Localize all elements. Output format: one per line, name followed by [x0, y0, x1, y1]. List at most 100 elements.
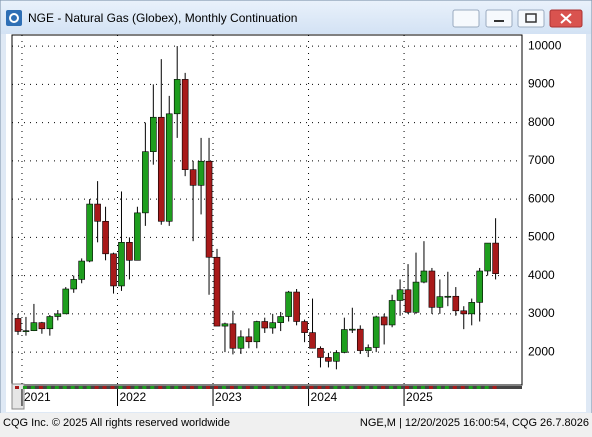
candle-body	[277, 316, 284, 323]
time-strip-segment	[476, 386, 481, 389]
time-strip-segment	[285, 386, 290, 389]
time-strip-segment	[397, 386, 402, 389]
time-strip-segment	[444, 386, 449, 389]
scroll-handle[interactable]	[11, 383, 25, 410]
time-strip-segment	[22, 386, 27, 389]
time-strip-segment	[30, 386, 35, 389]
time-strip-segment	[46, 386, 51, 389]
candle-body	[293, 291, 300, 322]
candle-body	[110, 253, 117, 287]
candle-body	[380, 316, 388, 326]
candle-body	[341, 329, 348, 353]
candle-body	[388, 300, 396, 326]
candle-body	[221, 323, 229, 327]
candle-body	[261, 321, 269, 329]
time-strip-segment	[261, 386, 266, 389]
time-strip-segment	[349, 386, 354, 389]
candle-body	[237, 336, 245, 349]
time-strip-segment	[245, 386, 250, 389]
time-strip	[12, 386, 522, 389]
y-tick-label: 8000	[528, 115, 555, 129]
candle-body	[309, 332, 316, 349]
maximize-button[interactable]	[517, 9, 545, 28]
candle-body	[54, 313, 62, 317]
candle-body	[452, 295, 460, 312]
time-strip-segment	[333, 386, 338, 389]
time-strip-segment	[237, 386, 242, 389]
candle-body	[38, 322, 46, 330]
candle-body	[349, 328, 356, 331]
time-strip-segment	[110, 386, 115, 389]
minimize-button[interactable]	[485, 9, 513, 28]
status-left: CQG Inc. © 2025 All rights reserved worl…	[3, 417, 230, 429]
time-strip-segment	[38, 386, 43, 389]
x-tick-label: 2022	[120, 390, 147, 404]
status-right: NGE,M | 12/20/2025 16:00:54, CQG 26.7.80…	[360, 417, 589, 429]
candle-body	[420, 270, 428, 283]
time-strip-segment	[373, 386, 378, 389]
time-strip-segment	[436, 386, 441, 389]
time-strip-segment	[484, 386, 489, 389]
time-strip-segment	[221, 386, 226, 389]
time-strip-segment	[413, 386, 417, 389]
time-strip-segment	[452, 386, 457, 389]
candle-body	[46, 316, 54, 330]
time-strip-segment	[190, 386, 195, 389]
time-strip-segment	[492, 386, 497, 389]
time-strip-segment	[309, 386, 314, 389]
time-strip-segment	[357, 386, 362, 389]
y-tick-label: 2000	[528, 344, 555, 358]
time-strip-segment	[150, 386, 155, 389]
candle-body	[404, 289, 412, 313]
candle-body	[436, 296, 444, 308]
candle-body	[126, 242, 133, 261]
candle-body	[213, 256, 221, 327]
candle-body	[356, 328, 364, 351]
x-tick-label: 2024	[311, 390, 338, 404]
candle-body	[150, 116, 157, 152]
time-strip-segment	[365, 386, 370, 389]
y-tick-label: 3000	[528, 306, 555, 320]
y-tick-label: 10000	[528, 38, 562, 52]
candle-body	[62, 288, 70, 315]
candle-body	[492, 242, 499, 274]
time-strip-segment	[198, 386, 203, 389]
time-strip-segment	[15, 386, 19, 389]
candle-body	[364, 347, 372, 351]
link-button[interactable]	[452, 9, 480, 28]
time-strip-segment	[405, 386, 410, 389]
time-strip-segment	[70, 386, 75, 389]
time-strip-segment	[460, 386, 465, 389]
candle-body	[396, 289, 404, 301]
app-icon-glyph	[9, 13, 19, 23]
time-strip-segment	[62, 386, 67, 389]
candle-body	[78, 260, 85, 280]
time-strip-segment	[126, 386, 131, 389]
time-strip-segment	[78, 386, 83, 389]
time-strip-segment	[94, 386, 99, 389]
status-bar	[0, 413, 592, 432]
candle-body	[102, 220, 109, 255]
time-strip-segment	[325, 386, 330, 389]
time-strip-segment	[301, 386, 306, 389]
time-strip-segment	[293, 386, 298, 389]
time-strip-segment	[102, 386, 107, 389]
y-tick-label: 9000	[528, 77, 555, 91]
candle-body	[189, 169, 197, 186]
candle-body	[165, 113, 173, 222]
time-strip-segment	[118, 386, 123, 389]
time-strip-segment	[166, 386, 171, 389]
candle-body	[253, 321, 261, 343]
time-strip-segment	[269, 386, 274, 389]
candle-body	[30, 322, 38, 331]
candle-body	[476, 270, 483, 303]
candle-body	[142, 151, 149, 214]
app-icon	[6, 10, 22, 26]
time-strip-segment	[174, 386, 179, 389]
time-strip-segment	[341, 386, 346, 389]
time-strip-segment	[158, 386, 163, 389]
candle-body	[197, 160, 205, 186]
y-tick-label: 7000	[528, 153, 555, 167]
time-strip-segment	[182, 386, 187, 389]
